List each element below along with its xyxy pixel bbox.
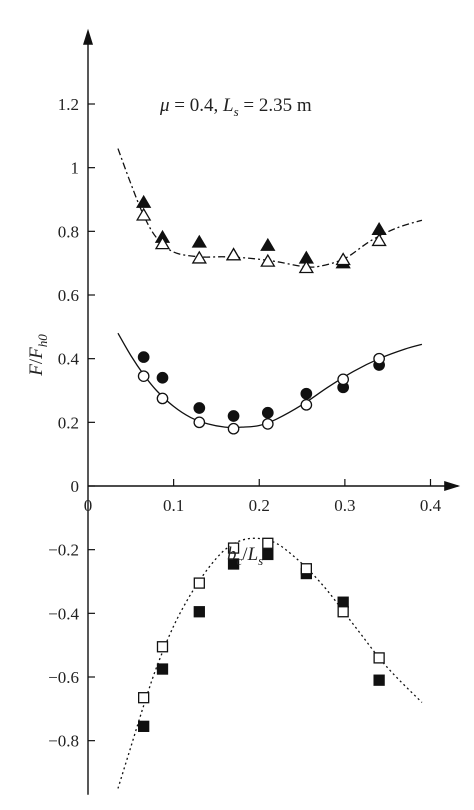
y-tick-label: −0.4 [48,604,79,623]
x-tick-label: 0.2 [249,496,270,515]
filled-circle-marker [227,410,240,422]
axes: −0.8 −0.6 −0.4 −0.2 0 0.2 0.4 0.6 0.8 1 1.2 0 0.1 0.2… [48,28,461,795]
open-circle-marker [337,373,350,386]
parameter-annotation: μ = 0.4, Ls = 2.35 m [159,95,312,119]
filled-square-marker [262,548,274,561]
open-square-marker [337,606,349,618]
y-tick-label: 1.2 [58,95,79,114]
x-tick-label: 0.4 [420,496,442,515]
y-tick-label: 0.8 [58,222,79,241]
open-circle-marker [156,392,169,405]
x-axis-label: bc/Ls [227,544,263,568]
open-triangle-marker [225,247,242,261]
filled-circle-marker [261,406,274,419]
open-triangle-marker [335,252,351,266]
filled-circle-marker [300,387,313,400]
filled-circle-marker [156,371,169,384]
open-triangle-marker [154,236,171,250]
fit-curve-solid [117,332,423,429]
filled-triangle-marker [191,234,207,248]
y-tick-label: −0.2 [48,541,79,560]
open-circle-marker [261,418,274,430]
y-tick-label: 0 [71,477,80,496]
open-circle-marker [227,422,240,435]
filled-triangle-marker [371,221,387,235]
filled-circle-marker [137,351,150,363]
fit-curve-dotted [117,537,423,789]
open-square-marker [227,542,240,554]
filled-square-marker [156,663,169,675]
open-square-marker [138,692,150,704]
open-circle-marker [300,398,313,411]
x-tick-label: 0.3 [334,496,355,515]
open-square-marker [300,563,312,575]
y-tick-label: −0.8 [48,732,79,751]
open-square-marker [262,537,274,549]
filled-square-marker [227,558,240,570]
x-axis-arrow [444,481,461,491]
open-circle-marker [373,352,385,365]
open-triangle-marker [191,250,207,264]
open-triangle-marker [298,260,314,274]
y-axis-label: F/Fh0 [26,334,50,377]
y-tick-label: 1 [71,159,80,178]
y-tick-label: 0.4 [58,350,80,369]
data-points [136,194,387,732]
filled-triangle-marker [136,194,152,208]
filled-square-marker [193,606,205,618]
filled-square-marker [337,596,349,608]
open-square-marker [193,577,205,589]
filled-triangle-marker [260,237,276,251]
open-circle-marker [193,416,206,429]
x-tick-label: 0.1 [163,496,184,515]
y-tick-label: −0.6 [48,668,79,687]
open-triangle-marker [260,253,276,267]
open-square-marker [373,652,385,664]
y-axis-arrow [83,28,93,45]
filled-square-marker [138,720,150,732]
fit-curves [117,148,423,789]
x-tick-label: 0 [84,496,93,515]
filled-circle-marker [193,402,206,414]
filled-square-marker [373,674,385,686]
y-tick-label: 0.2 [58,413,79,432]
y-tick-label: 0.6 [58,286,79,305]
open-square-marker [156,641,169,653]
open-triangle-marker [136,207,152,221]
open-triangle-marker [371,233,387,247]
fit-curve-dash-dot [117,148,423,268]
open-circle-marker [137,370,150,383]
